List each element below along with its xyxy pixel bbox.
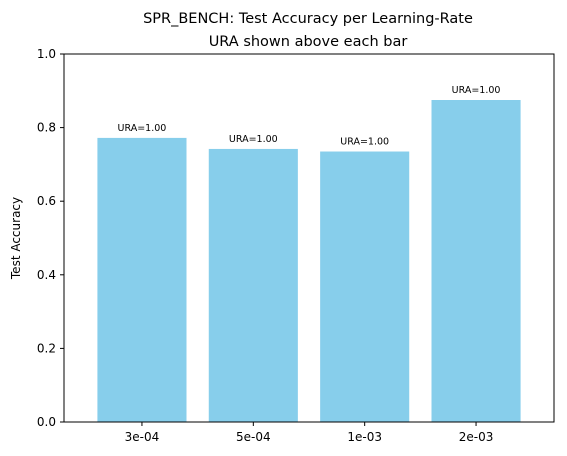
y-tick-label-0.4: 0.4 (37, 268, 56, 282)
bar-1e-03 (320, 151, 410, 422)
chart-subtitle: URA shown above each bar (209, 34, 408, 50)
x-tick-label-3e-04: 3e-04 (125, 430, 160, 444)
data-label-1e-03: URA=1.00 (340, 137, 389, 148)
data-label-3e-04: URA=1.00 (118, 123, 167, 134)
y-tick-label-0.2: 0.2 (37, 341, 56, 355)
x-tick-label-5e-04: 5e-04 (236, 430, 271, 444)
chart-title: SPR_BENCH: Test Accuracy per Learning-Ra… (143, 11, 473, 27)
data-label-5e-04: URA=1.00 (229, 134, 278, 145)
y-tick-label-0.0: 0.0 (37, 415, 56, 429)
data-labels-layer: URA=1.00 URA=1.00 URA=1.00 URA=1.00 (118, 85, 501, 148)
y-tick-label-0.8: 0.8 (37, 121, 56, 135)
x-tick-label-2e-03: 2e-03 (459, 430, 494, 444)
axes-layer: 3e-04 5e-04 1e-03 2e-03 0.0 0.2 0.4 0.6 0.8 1.0 (37, 47, 555, 444)
bar-2e-03 (431, 100, 521, 422)
bar-5e-04 (208, 148, 298, 422)
x-tick-label-1e-03: 1e-03 (347, 430, 382, 444)
y-tick-label-0.6: 0.6 (37, 194, 56, 208)
bar-3e-04 (97, 137, 187, 422)
y-axis-label: Test Accuracy (9, 197, 23, 280)
data-label-2e-03: URA=1.00 (452, 85, 501, 96)
bars-layer (97, 100, 521, 422)
y-tick-label-1.0: 1.0 (37, 47, 56, 61)
plot-frame (63, 53, 555, 423)
